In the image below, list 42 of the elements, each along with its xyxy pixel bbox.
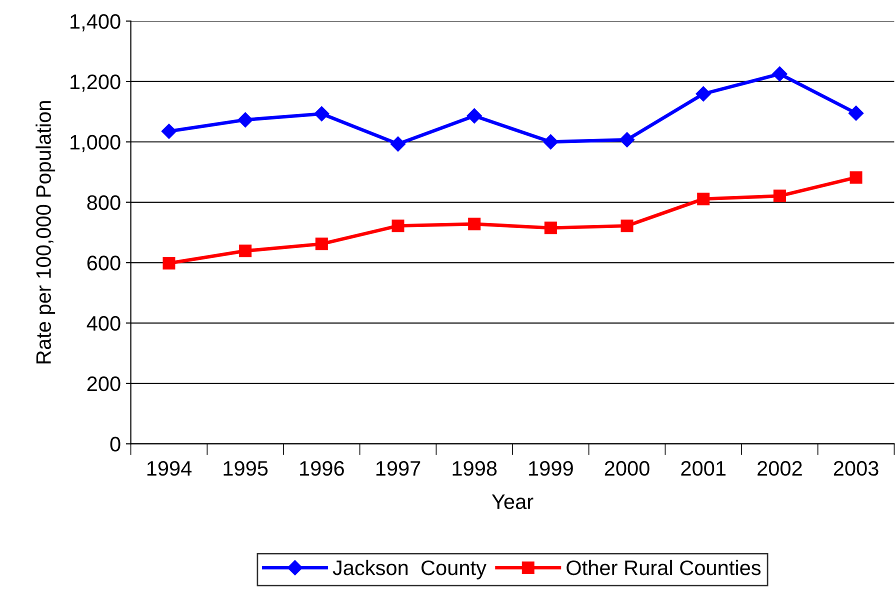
point xyxy=(848,106,864,121)
point xyxy=(392,220,404,232)
point xyxy=(390,136,406,152)
x-tick-label: 1994 xyxy=(147,461,192,476)
x-tick-label: 1996 xyxy=(300,461,344,476)
point xyxy=(544,222,557,234)
y-tick-label: 1,400 xyxy=(70,14,120,32)
point xyxy=(620,220,634,232)
x-tick-label: 2003 xyxy=(834,461,878,476)
x-tick-label: 1998 xyxy=(452,461,497,476)
x-tick-label: 2000 xyxy=(604,461,650,476)
y-tick-label: 0 xyxy=(110,436,120,452)
y-tick-label: 600 xyxy=(87,256,120,270)
x-tick-label: 1995 xyxy=(224,461,268,476)
point xyxy=(239,244,252,258)
point xyxy=(466,108,482,124)
y-tick-label: 1,000 xyxy=(70,134,120,152)
x-tick-label: 1999 xyxy=(529,461,573,476)
point xyxy=(772,66,788,82)
x-axis-title: Year xyxy=(492,494,534,510)
legend-label: Jackson County xyxy=(332,560,486,580)
y-tick-label: 1,200 xyxy=(70,74,120,92)
x-tick-label: 2002 xyxy=(758,461,802,476)
point xyxy=(161,124,177,139)
point xyxy=(543,134,558,150)
y-axis-title: Rate per 100,000 Population xyxy=(36,101,56,364)
point xyxy=(314,106,330,122)
point xyxy=(696,86,711,102)
point xyxy=(619,132,635,148)
x-tick-label: 1997 xyxy=(376,461,420,476)
legend-label: Other Rural Counties xyxy=(566,560,761,576)
point xyxy=(773,190,786,202)
x-tick-label: 2001 xyxy=(681,461,726,476)
point xyxy=(468,218,481,230)
point xyxy=(238,112,253,128)
point xyxy=(315,238,328,250)
point xyxy=(697,192,710,206)
y-tick-label: 800 xyxy=(87,195,120,210)
y-tick-label: 200 xyxy=(87,376,120,392)
y-tick-label: 400 xyxy=(86,316,120,331)
point xyxy=(850,171,862,184)
point xyxy=(162,257,176,270)
